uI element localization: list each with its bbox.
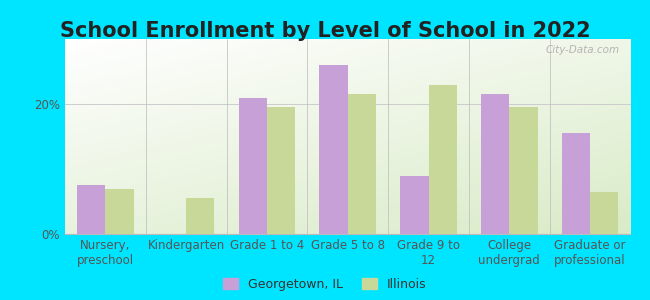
Text: City-Data.com: City-Data.com (545, 45, 619, 55)
Bar (590, 192, 618, 234)
Bar (105, 188, 134, 234)
Bar (77, 185, 105, 234)
Bar (400, 176, 428, 234)
Bar (510, 107, 538, 234)
Legend: Georgetown, IL, Illinois: Georgetown, IL, Illinois (224, 278, 426, 291)
Bar (267, 107, 295, 234)
Bar (320, 65, 348, 234)
Bar (562, 133, 590, 234)
Text: School Enrollment by Level of School in 2022: School Enrollment by Level of School in … (60, 21, 590, 41)
Bar (239, 98, 267, 234)
Bar (186, 198, 214, 234)
Bar (428, 85, 457, 234)
Bar (481, 94, 510, 234)
Bar (348, 94, 376, 234)
